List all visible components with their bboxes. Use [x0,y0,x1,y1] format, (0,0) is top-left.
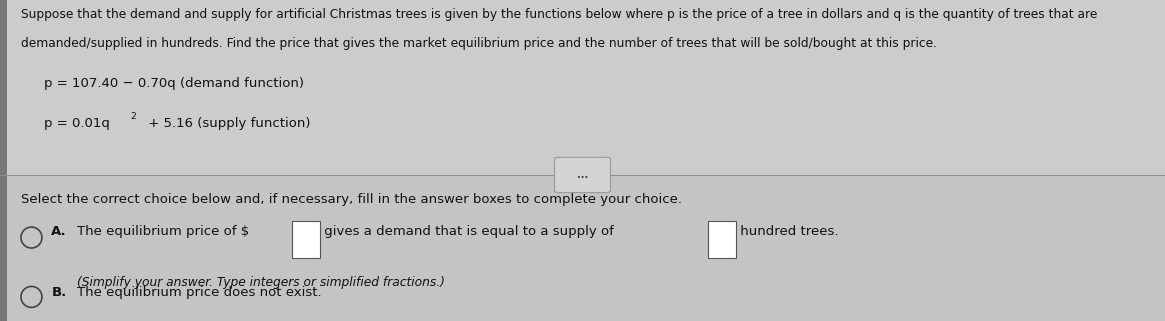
FancyBboxPatch shape [708,221,736,258]
FancyBboxPatch shape [292,221,320,258]
Text: (Simplify your answer. Type integers or simplified fractions.): (Simplify your answer. Type integers or … [77,276,445,289]
FancyBboxPatch shape [0,0,1165,175]
FancyBboxPatch shape [555,157,610,193]
Text: hundred trees.: hundred trees. [736,225,839,238]
Text: The equilibrium price does not exist.: The equilibrium price does not exist. [77,286,322,299]
Text: p = 107.40 − 0.70q (demand function): p = 107.40 − 0.70q (demand function) [44,77,304,90]
FancyBboxPatch shape [0,0,7,321]
Text: + 5.16 (supply function): + 5.16 (supply function) [144,117,311,130]
Text: The equilibrium price of $: The equilibrium price of $ [77,225,249,238]
Text: gives a demand that is equal to a supply of: gives a demand that is equal to a supply… [320,225,619,238]
Text: p = 0.01q: p = 0.01q [44,117,111,130]
Text: A.: A. [51,225,66,238]
Text: B.: B. [51,286,66,299]
FancyBboxPatch shape [0,175,1165,321]
Text: ...: ... [577,170,588,180]
Text: Select the correct choice below and, if necessary, fill in the answer boxes to c: Select the correct choice below and, if … [21,193,682,205]
Text: demanded/supplied in hundreds. Find the price that gives the market equilibrium : demanded/supplied in hundreds. Find the … [21,37,937,50]
Text: Suppose that the demand and supply for artificial Christmas trees is given by th: Suppose that the demand and supply for a… [21,8,1097,21]
Text: 2: 2 [130,112,136,121]
